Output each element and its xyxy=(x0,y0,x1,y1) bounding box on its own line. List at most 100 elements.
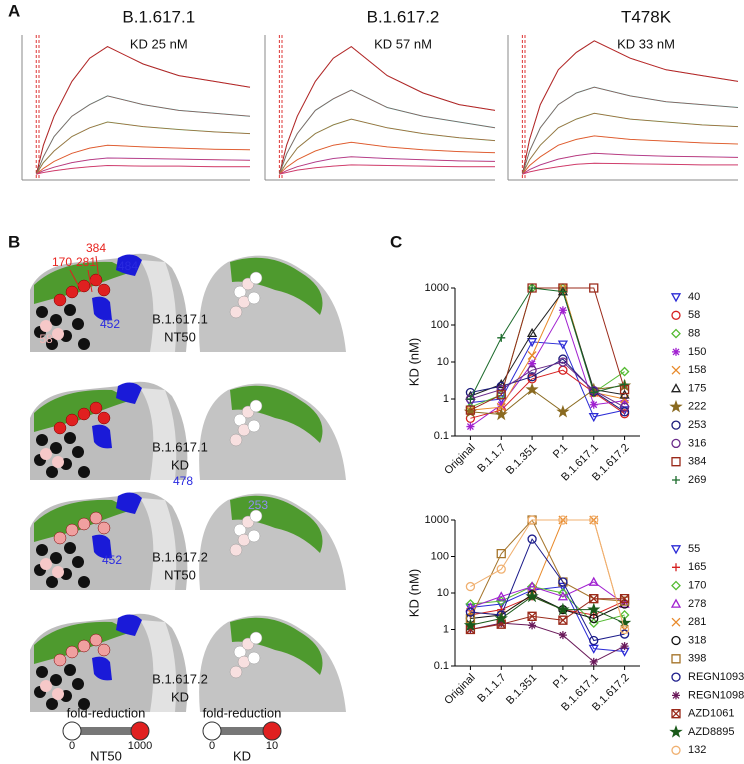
panel-label: A xyxy=(8,1,20,20)
series-line xyxy=(470,598,625,630)
y-axis-label: KD (nM) xyxy=(406,569,421,617)
legend-marker xyxy=(671,328,681,339)
residue-sphere xyxy=(72,446,84,458)
data-point xyxy=(496,591,507,601)
residue-sphere xyxy=(40,448,52,460)
mutation-patch xyxy=(92,656,112,681)
residue-sphere xyxy=(46,698,58,710)
residue-sphere xyxy=(77,407,91,421)
data-point xyxy=(589,388,598,397)
series-line xyxy=(470,595,625,626)
data-point xyxy=(558,357,568,367)
series-line xyxy=(470,519,626,630)
residue-sphere xyxy=(247,529,261,543)
fit-curve xyxy=(522,86,739,175)
y-tick-label: 10 xyxy=(437,356,449,368)
epitope-patch xyxy=(230,617,323,675)
legend-marker xyxy=(672,347,680,356)
chart-subtitle: KD 33 nM xyxy=(617,36,675,51)
fit-curve xyxy=(279,164,495,175)
x-tick-label: B.1.1.7 xyxy=(475,442,508,475)
legend-label: 150 xyxy=(688,346,706,358)
residue-sphere xyxy=(229,433,243,447)
residue-sphere xyxy=(77,639,91,653)
series-line xyxy=(470,385,625,416)
series-line xyxy=(470,287,625,408)
data-point xyxy=(619,624,630,635)
legend-marker xyxy=(669,399,683,413)
residue-sphere xyxy=(78,576,90,588)
residue-sphere xyxy=(89,273,103,287)
mutation-patch xyxy=(92,424,112,449)
panel-label: B xyxy=(8,232,20,251)
legend-marker xyxy=(672,476,680,484)
residue-sphere xyxy=(97,283,111,297)
scale-max xyxy=(262,721,282,741)
data-point xyxy=(589,594,599,604)
data-point xyxy=(620,396,629,405)
legend-label: 165 xyxy=(688,561,706,573)
y-tick-label: 100 xyxy=(431,319,449,331)
residue-sphere xyxy=(65,413,79,427)
residue-sphere xyxy=(64,304,76,316)
residue-sphere xyxy=(229,665,243,679)
legend-label: AZD1061 xyxy=(688,708,734,720)
data-point xyxy=(496,548,506,559)
data-point xyxy=(558,631,567,640)
legend-label: 253 xyxy=(688,419,706,431)
residue-sphere xyxy=(52,566,64,578)
residue-sphere xyxy=(249,399,263,413)
residue-sphere xyxy=(36,666,48,678)
fit-curve xyxy=(279,118,496,175)
series-line xyxy=(470,287,626,411)
y-tick-label: 100 xyxy=(431,550,449,562)
data-point xyxy=(465,602,476,612)
data-point xyxy=(525,589,539,603)
residue-sphere xyxy=(36,306,48,318)
structure-label: B.1.617.1 xyxy=(152,439,208,454)
residue-sphere xyxy=(65,285,79,299)
surface-ridge xyxy=(140,620,177,712)
data-point xyxy=(558,306,567,315)
data-point xyxy=(558,354,568,364)
data-point xyxy=(525,382,539,396)
series-line xyxy=(470,581,625,608)
structure-label: KD xyxy=(171,457,189,472)
fit-curve xyxy=(279,156,496,175)
y-tick-label: 0.1 xyxy=(434,660,449,672)
mutation-patch xyxy=(92,534,112,559)
residue-sphere xyxy=(249,271,263,285)
residue-sphere xyxy=(77,279,91,293)
residue-label: 384 xyxy=(86,241,106,255)
series-line xyxy=(470,309,625,428)
residue-sphere xyxy=(52,456,64,468)
data-point xyxy=(466,422,475,431)
data-point xyxy=(526,338,538,348)
mutation-patch xyxy=(116,382,142,404)
residue-sphere xyxy=(72,556,84,568)
legend-marker xyxy=(672,691,680,700)
data-point xyxy=(528,621,537,630)
legend-label: 55 xyxy=(688,543,700,555)
residue-label: 170 xyxy=(52,255,72,269)
mutation-patch xyxy=(92,296,112,321)
data-point xyxy=(527,365,537,375)
residue-sphere xyxy=(89,511,103,525)
residue-sphere xyxy=(89,633,103,647)
y-tick-label: 0.1 xyxy=(434,430,449,442)
fit-curve xyxy=(279,89,496,175)
residue-sphere xyxy=(40,320,52,332)
trace xyxy=(279,164,495,175)
x-tick-label: Original xyxy=(442,442,477,477)
data-point xyxy=(620,642,629,651)
scale-min xyxy=(62,721,82,741)
data-point xyxy=(558,287,567,296)
residue-sphere xyxy=(89,401,103,415)
residue-label: 253 xyxy=(248,498,268,512)
data-point xyxy=(494,611,508,625)
chart-title: B.1.617.2 xyxy=(367,7,440,26)
legend-label: 398 xyxy=(688,653,706,665)
data-point xyxy=(527,534,537,544)
residue-sphere xyxy=(78,698,90,710)
residue-sphere xyxy=(229,543,243,557)
